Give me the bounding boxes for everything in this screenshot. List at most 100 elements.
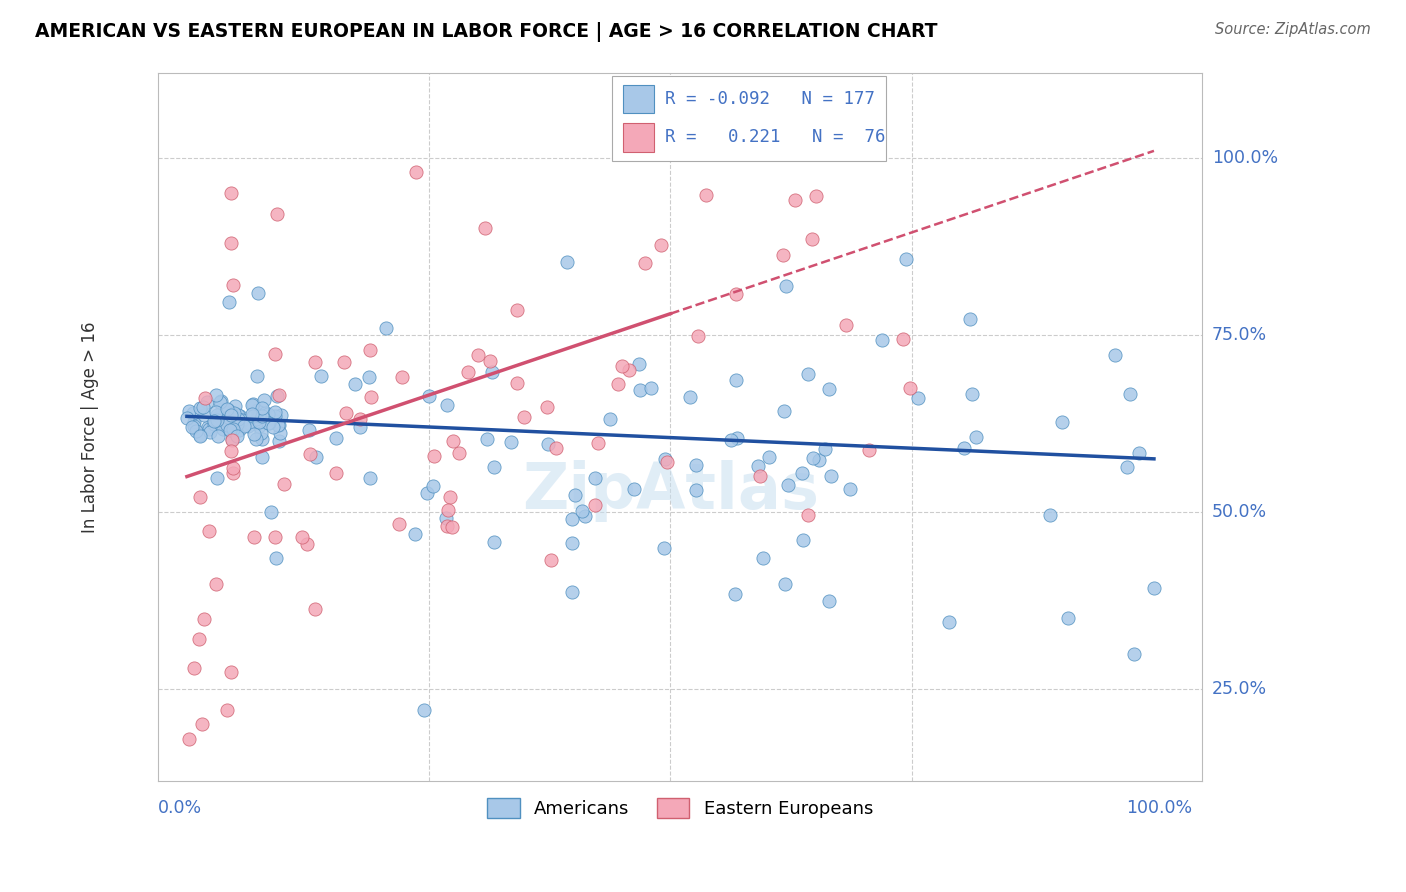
Point [253,393,276,408]
Point [1116,459,1139,474]
Point [249,419,271,434]
Point [201,416,224,430]
Point [181,420,204,434]
Point [772,248,794,262]
Point [183,415,205,429]
Point [571,503,593,517]
Point [685,458,707,473]
Point [506,302,529,317]
Point [474,220,496,235]
Point [262,420,284,434]
Point [437,502,460,516]
Point [219,413,242,427]
Point [299,447,322,461]
Point [938,615,960,630]
Point [477,432,499,446]
Point [202,417,225,432]
Point [184,425,207,439]
Text: R =   0.221   N =  76: R = 0.221 N = 76 [665,128,886,146]
Point [561,512,583,526]
Point [775,577,797,591]
Point [1119,386,1142,401]
Point [952,441,974,455]
Point [226,429,249,443]
Point [561,535,583,549]
Point [872,333,894,347]
Point [758,450,780,465]
Point [191,717,214,731]
Point [246,368,269,383]
Point [359,343,381,357]
Point [685,483,707,498]
Point [561,584,583,599]
Point [207,471,229,485]
Point [226,412,249,426]
Text: ZipAtlas: ZipAtlas [522,459,818,522]
Point [245,433,267,447]
Point [1039,508,1062,523]
Point [222,405,245,419]
Point [224,415,246,429]
Text: 100.0%: 100.0% [1126,798,1192,817]
Point [218,295,240,310]
Point [654,452,676,467]
Point [250,401,273,416]
Point [748,468,770,483]
Point [219,444,242,458]
Point [309,369,332,384]
Point [404,526,426,541]
Point [586,435,609,450]
Point [555,255,578,269]
Point [219,419,242,434]
Point [233,418,256,433]
Point [228,423,250,437]
Point [270,409,292,423]
Point [267,417,290,432]
Point [211,401,233,416]
Point [441,520,464,534]
Point [198,524,221,538]
Point [266,207,288,221]
Point [188,401,211,416]
Point [179,403,201,417]
Point [599,412,621,426]
Point [640,381,662,395]
Point [263,414,285,428]
Point [499,435,522,450]
Point [835,318,858,332]
Point [536,400,558,414]
Point [205,405,228,419]
Point [436,398,458,412]
Point [217,402,239,417]
Point [412,703,434,717]
Point [898,381,921,395]
Point [183,661,205,675]
Point [806,188,828,202]
Point [818,382,841,396]
Point [204,413,226,427]
Point [655,455,678,469]
Point [243,530,266,544]
Point [221,432,243,446]
Point [1143,581,1166,595]
Point [634,255,657,269]
Point [388,516,411,531]
Point [800,232,823,246]
Point [222,460,245,475]
Point [678,390,700,404]
Point [344,376,367,391]
Point [360,391,382,405]
Point [391,369,413,384]
Point [242,397,264,411]
Point [252,432,274,446]
Point [720,433,742,447]
Point [263,404,285,418]
Point [226,408,249,422]
Point [179,731,201,746]
Point [247,415,270,429]
Point [198,425,221,439]
Point [291,530,314,544]
Point [544,442,567,456]
Point [333,354,356,368]
Point [202,414,225,428]
